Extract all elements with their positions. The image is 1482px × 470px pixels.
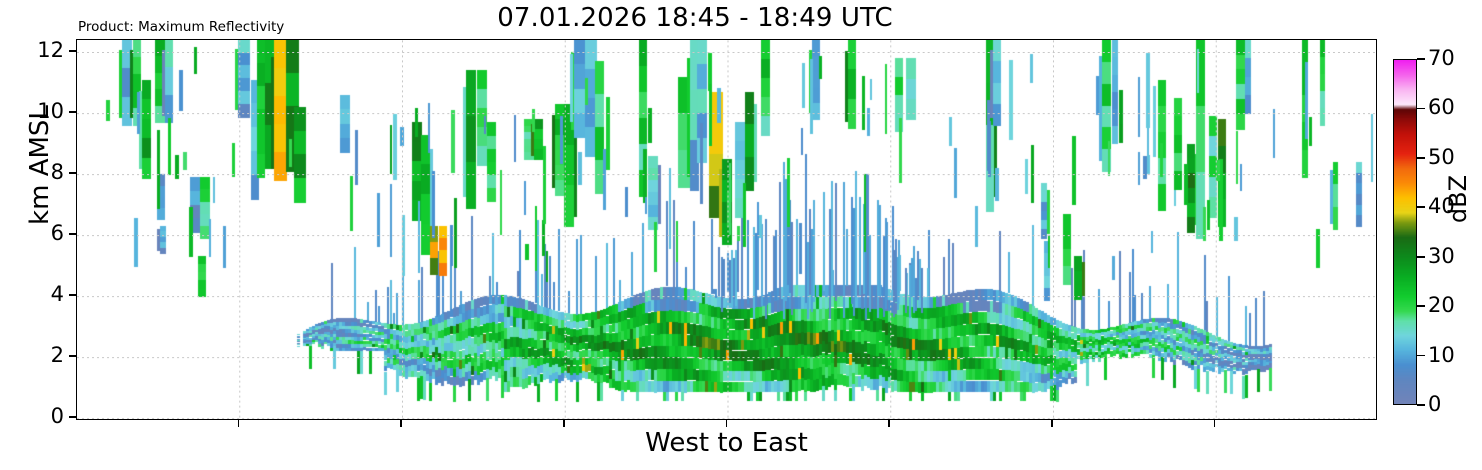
colorbar-tick-mark-30 bbox=[1417, 255, 1425, 258]
x-tick-mark-0 bbox=[237, 419, 240, 427]
y-tick-mark-6 bbox=[69, 233, 76, 235]
y-tick-mark-10 bbox=[69, 111, 76, 113]
y-tick-mark-4 bbox=[69, 294, 76, 296]
x-axis-label: West to East bbox=[645, 428, 808, 458]
colorbar bbox=[1393, 59, 1417, 405]
y-tick-label-10: 10 bbox=[37, 99, 64, 124]
y-tick-label-12: 12 bbox=[37, 38, 64, 63]
y-tick-label-2: 2 bbox=[50, 343, 64, 368]
figure-title: 07.01.2026 18:45 - 18:49 UTC bbox=[497, 3, 893, 33]
y-tick-label-4: 4 bbox=[50, 282, 64, 307]
x-tick-mark-4 bbox=[888, 419, 890, 427]
x-tick-mark-1 bbox=[400, 419, 403, 427]
colorbar-tick-mark-0 bbox=[1417, 404, 1425, 406]
product-annotation: Product: Maximum Reflectivity bbox=[78, 19, 285, 35]
colorbar-label: dBZ bbox=[1444, 174, 1472, 224]
colorbar-tick-mark-60 bbox=[1417, 107, 1425, 110]
y-tick-mark-2 bbox=[69, 355, 76, 357]
colorbar-tick-label-10: 10 bbox=[1428, 342, 1455, 367]
colorbar-tick-label-20: 20 bbox=[1428, 293, 1455, 318]
x-tick-mark-5 bbox=[1050, 419, 1053, 427]
colorbar-tick-mark-10 bbox=[1417, 354, 1425, 357]
y-tick-label-6: 6 bbox=[50, 221, 64, 246]
colorbar-tick-label-40: 40 bbox=[1428, 194, 1455, 219]
y-tick-label-8: 8 bbox=[50, 160, 64, 185]
x-tick-mark-6 bbox=[1213, 419, 1216, 427]
x-tick-mark-2 bbox=[563, 419, 565, 427]
colorbar-tick-label-30: 30 bbox=[1428, 243, 1455, 268]
y-tick-mark-0 bbox=[69, 416, 76, 418]
y-tick-mark-12 bbox=[69, 50, 76, 52]
colorbar-tick-label-50: 50 bbox=[1428, 144, 1455, 169]
colorbar-tick-mark-50 bbox=[1417, 157, 1425, 159]
colorbar-tick-label-0: 0 bbox=[1428, 392, 1442, 416]
plot-area bbox=[76, 39, 1377, 420]
colorbar-gradient bbox=[1394, 60, 1416, 404]
y-tick-mark-8 bbox=[69, 172, 76, 174]
reflectivity-raster bbox=[77, 40, 1375, 418]
x-tick-mark-3 bbox=[725, 419, 728, 427]
colorbar-tick-mark-40 bbox=[1417, 206, 1425, 209]
colorbar-tick-mark-20 bbox=[1417, 305, 1425, 307]
colorbar-tick-label-60: 60 bbox=[1428, 95, 1455, 120]
colorbar-tick-mark-70 bbox=[1417, 58, 1425, 60]
colorbar-tick-label-70: 70 bbox=[1428, 46, 1455, 70]
y-tick-label-0: 0 bbox=[50, 404, 64, 428]
